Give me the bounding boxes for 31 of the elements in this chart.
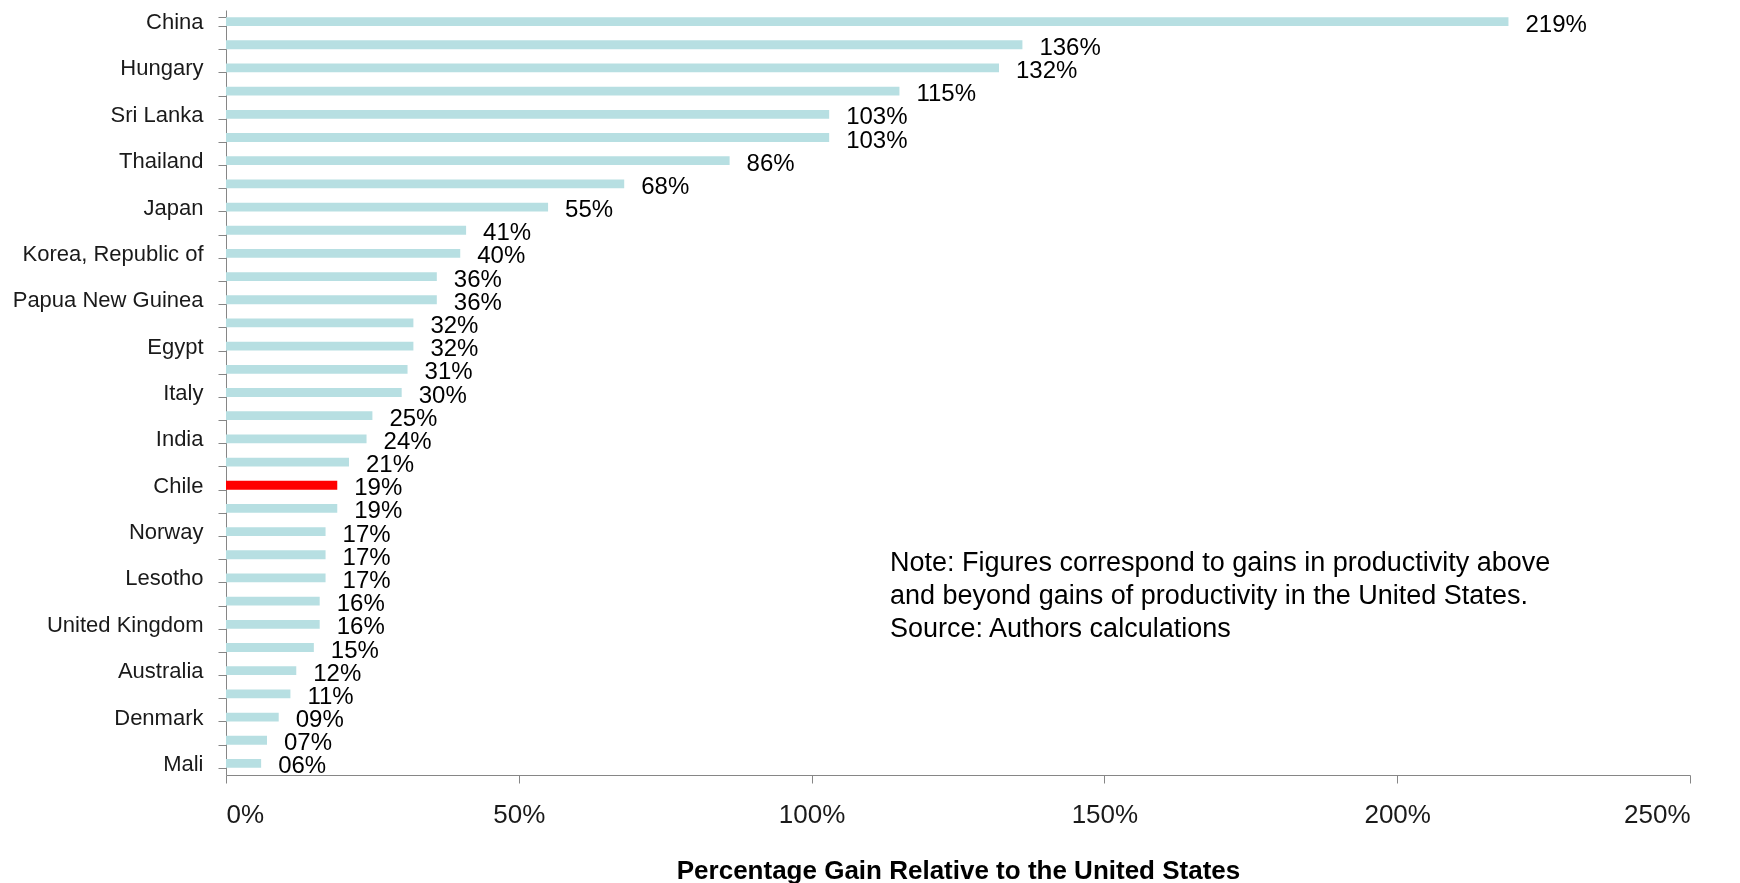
data-label: 55% (565, 195, 614, 223)
y-tick-label: Thailand (119, 148, 204, 174)
annotation: and beyond gains of productivity in the United States. (890, 580, 1528, 610)
y-tick-label: Papua New Guinea (12, 287, 205, 313)
y-tick-label: Australia (117, 658, 205, 684)
x-tick-label: 50% (493, 798, 546, 829)
y-tick-label: Korea, Republic of (22, 240, 205, 266)
y-tick-label: Norway (128, 519, 204, 545)
x-tick-label: 100% (778, 798, 846, 829)
data-label: 86% (746, 148, 795, 176)
y-tick-label: United Kingdom (46, 611, 204, 637)
y-tick-label: Sri Lanka (110, 101, 205, 127)
y-tick-label: Egypt (147, 333, 204, 359)
data-label: 219% (1525, 9, 1587, 37)
y-tick-label: Lesotho (125, 565, 204, 591)
y-tick-label: Mali (163, 750, 204, 776)
annotation: Note: Figures correspond to gains in productivity above (890, 547, 1551, 577)
y-tick-label: China (146, 9, 205, 35)
y-tick-label: Italy (163, 380, 204, 405)
y-tick-label: India (155, 426, 205, 452)
x-tick-label: 250% (1624, 798, 1691, 829)
y-tick-label: Chile (153, 472, 204, 498)
data-label: 115% (916, 79, 977, 107)
x-tick-label: 150% (1071, 798, 1139, 829)
y-tick-label: Hungary (120, 55, 204, 81)
annotation: Source: Authors calculations (890, 613, 1231, 643)
x-tick-label: 200% (1364, 798, 1431, 829)
data-label: 68% (641, 171, 690, 199)
y-tick-label: Denmark (114, 704, 205, 730)
x-tick-label: 0% (226, 798, 265, 829)
y-tick-label: Japan (143, 194, 204, 220)
